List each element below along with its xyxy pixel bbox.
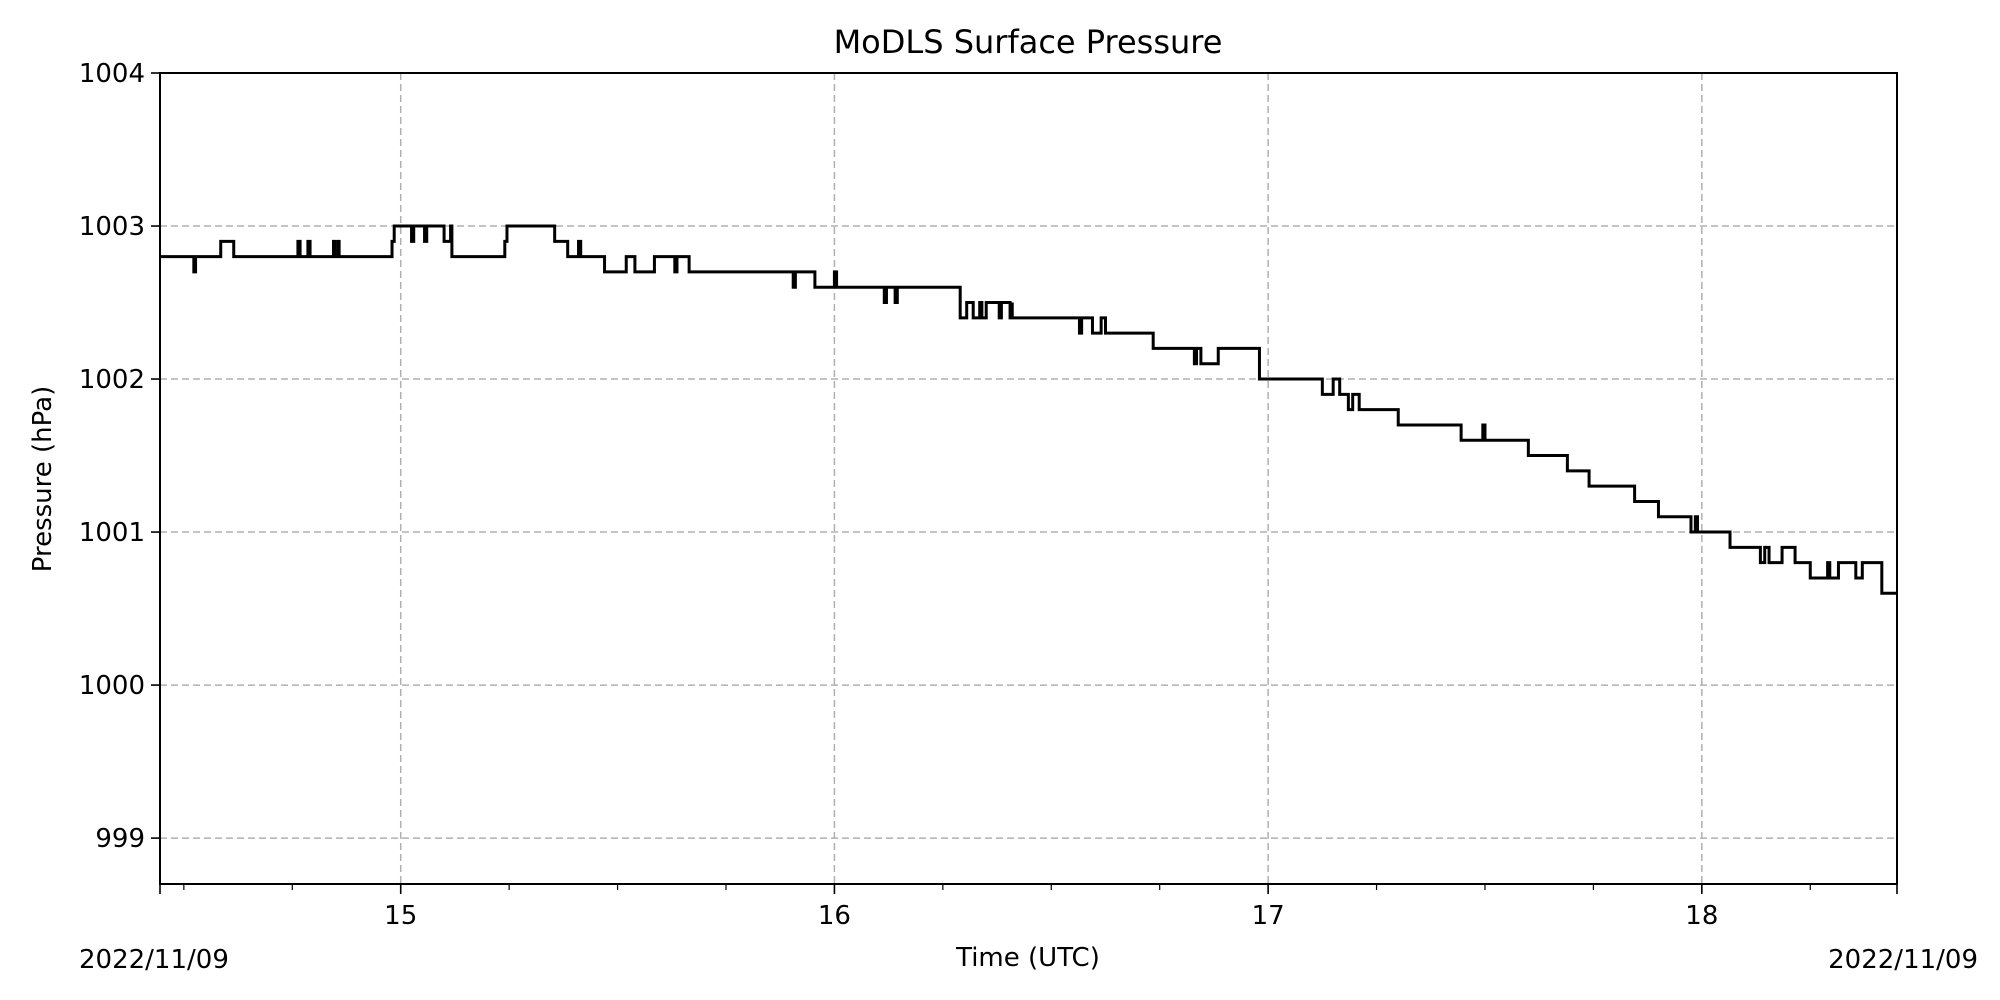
- y-tick-label: 1001: [79, 518, 145, 548]
- x-tick-label: 18: [1685, 901, 1718, 931]
- y-tick-label: 1003: [79, 212, 145, 242]
- x-tick-label: 15: [384, 901, 417, 931]
- x-tick-label: 16: [818, 901, 851, 931]
- axes: [151, 72, 1898, 894]
- y-axis-label: Pressure (hPa): [28, 386, 58, 573]
- plot-frame: [159, 72, 1898, 885]
- y-tick-label: 999: [95, 824, 145, 854]
- pressure-series-line: [160, 224, 1897, 595]
- date-label-left: 2022/11/09: [79, 945, 229, 975]
- y-tick-label: 1002: [79, 365, 145, 395]
- y-tick-label: 1004: [79, 59, 145, 89]
- x-axis-label: Time (UTC): [955, 943, 1100, 973]
- tick-labels: 999 1000 1001 1002 1003 1004 15 16 17 18: [79, 59, 1719, 931]
- chart-title: MoDLS Surface Pressure: [834, 23, 1223, 61]
- x-tick-label: 17: [1252, 901, 1285, 931]
- date-label-right: 2022/11/09: [1828, 945, 1978, 975]
- data-layer: [160, 224, 1897, 595]
- y-tick-label: 1000: [79, 671, 145, 701]
